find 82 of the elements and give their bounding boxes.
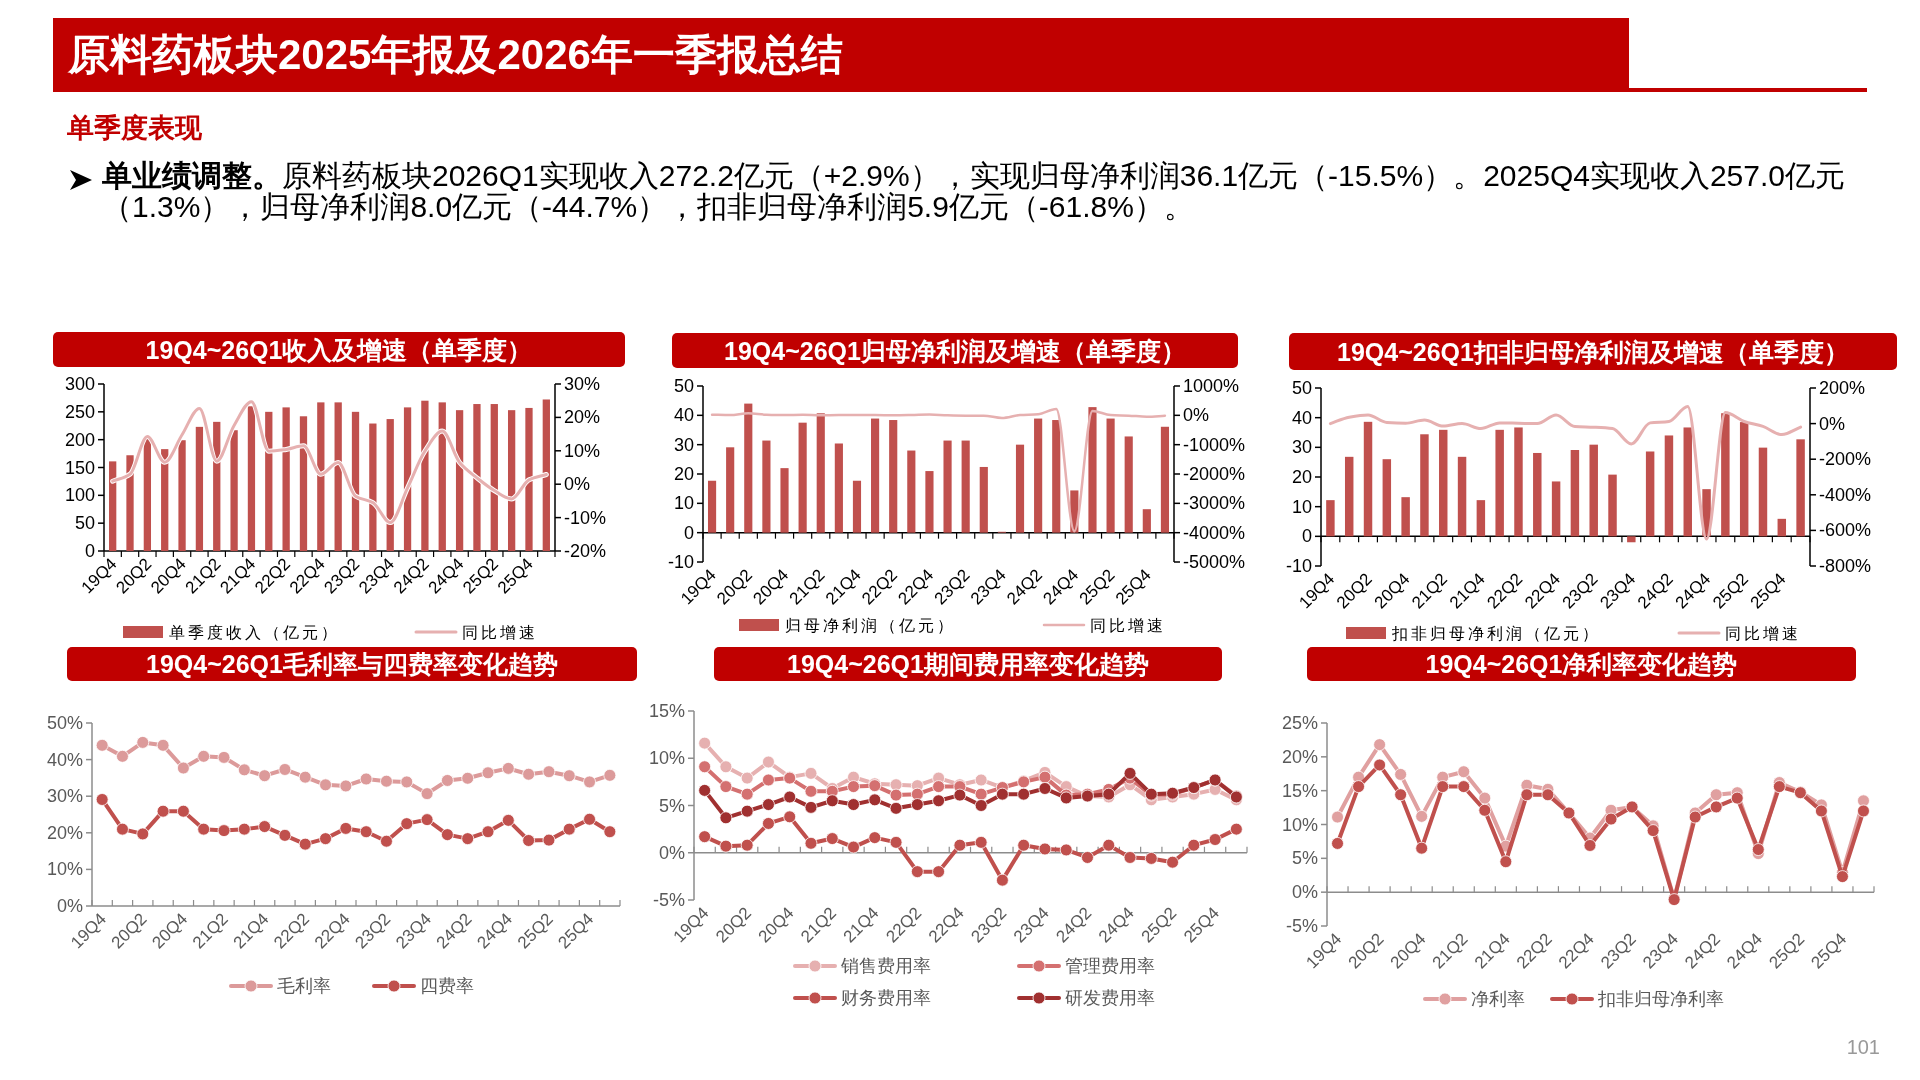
y-tick-label: -10 bbox=[1285, 556, 1312, 576]
text: 101 bbox=[1845, 1036, 1880, 1059]
y2-tick-label: 20% bbox=[564, 407, 601, 428]
legend-label: 单季度收入（亿元） bbox=[169, 623, 340, 641]
text: 单业绩调整。原料药板块2026Q1实现收入272.2亿元（+2.9%），实现归母净利润36.1亿元（-15.5%）。2025Q4实现收入257.0亿元（1.3%），归母净利润8.0亿元（-44.7%），扣非归母净利润5.9亿元（-61.8%）。 bbox=[102, 159, 1846, 223]
legend-label: 研发费用率 bbox=[1065, 988, 1155, 1008]
y2-tick-label: -200% bbox=[1819, 449, 1872, 470]
legend-label: 销售费用率 bbox=[840, 956, 931, 976]
y-tick-label: 40 bbox=[673, 405, 694, 426]
y-tick-label: 30% bbox=[46, 786, 83, 807]
text: 原料药板块2025年报及2026年一季报总结 bbox=[67, 31, 843, 78]
y2-tick-label: 30% bbox=[564, 374, 601, 394]
y-tick-label: -10 bbox=[667, 552, 694, 572]
legend-label: 净利率 bbox=[1471, 989, 1525, 1009]
y2-tick-label: 1000% bbox=[1183, 376, 1240, 396]
y-tick-label: 50 bbox=[1291, 378, 1312, 398]
y-tick-label: 250 bbox=[64, 401, 95, 422]
y-tick-label: 0 bbox=[1301, 526, 1312, 547]
y-tick-label: 300 bbox=[64, 374, 95, 394]
y2-tick-label: 0% bbox=[1183, 405, 1210, 426]
chart-title: 19Q4~26Q1净利率变化趋势 bbox=[1425, 650, 1738, 678]
y2-tick-label: -3000% bbox=[1183, 493, 1246, 514]
y-tick-label: 5% bbox=[658, 795, 685, 816]
legend-label: 同比增速 bbox=[1725, 624, 1801, 642]
y-tick-label: 20 bbox=[673, 464, 694, 484]
y-tick-label: 50 bbox=[74, 513, 95, 534]
y-tick-label: 0 bbox=[84, 541, 95, 561]
y-tick-label: 10% bbox=[46, 859, 83, 880]
legend-label: 扣非归母净利润（亿元） bbox=[1391, 624, 1601, 642]
y-tick-label: 50 bbox=[673, 376, 694, 396]
y2-tick-label: 200% bbox=[1819, 378, 1866, 398]
legend-label: 管理费用率 bbox=[1065, 956, 1155, 976]
y-tick-label: 0% bbox=[658, 842, 685, 863]
y-tick-label: -5% bbox=[1285, 916, 1318, 936]
y2-tick-label: -1000% bbox=[1183, 434, 1246, 455]
chart-title: 19Q4~26Q1期间费用率变化趋势 bbox=[787, 650, 1149, 678]
legend-label: 扣非归母净利率 bbox=[1597, 989, 1724, 1009]
y-tick-label: 25% bbox=[1281, 713, 1318, 733]
y2-tick-label: 0% bbox=[564, 474, 591, 495]
legend-label: 毛利率 bbox=[277, 976, 331, 996]
y-tick-label: 150 bbox=[64, 457, 95, 478]
legend-label: 四费率 bbox=[420, 976, 474, 996]
y-tick-label: 15% bbox=[1281, 780, 1318, 801]
y-tick-label: 40 bbox=[1291, 407, 1312, 428]
legend-label: 财务费用率 bbox=[841, 988, 931, 1008]
y-tick-label: -5% bbox=[652, 890, 685, 910]
y-tick-label: 0% bbox=[1291, 882, 1318, 903]
y-tick-label: 30 bbox=[673, 434, 694, 455]
text: 单季度表现 bbox=[66, 113, 203, 143]
chart-title: 19Q4~26Q1收入及增速（单季度） bbox=[145, 335, 533, 364]
y-tick-label: 30 bbox=[1291, 437, 1312, 458]
legend-label: 同比增速 bbox=[1090, 616, 1166, 634]
y-tick-label: 10 bbox=[1291, 496, 1312, 517]
y-tick-label: 20% bbox=[46, 822, 83, 843]
y-tick-label: 5% bbox=[1291, 848, 1318, 869]
legend-label: 归母净利润（亿元） bbox=[785, 616, 956, 634]
y-tick-label: 10 bbox=[673, 493, 694, 514]
y-tick-label: 15% bbox=[648, 701, 685, 721]
y2-tick-label: 10% bbox=[564, 440, 601, 461]
chart-title: 19Q4~26Q1归母净利润及增速（单季度） bbox=[724, 336, 1186, 365]
y-tick-label: 20% bbox=[1281, 746, 1318, 767]
chart-title: 19Q4~26Q1扣非归母净利润及增速（单季度） bbox=[1337, 337, 1849, 366]
y-tick-label: 0% bbox=[56, 896, 83, 916]
y2-tick-label: -20% bbox=[564, 541, 607, 561]
y-tick-label: 40% bbox=[46, 749, 83, 770]
y-tick-label: 0 bbox=[683, 522, 694, 543]
y2-tick-label: -4000% bbox=[1183, 522, 1246, 543]
y-tick-label: 20 bbox=[1291, 467, 1312, 487]
y2-tick-label: -600% bbox=[1819, 520, 1872, 541]
y2-tick-label: -800% bbox=[1819, 556, 1872, 576]
y-tick-label: 10% bbox=[1281, 814, 1318, 835]
y-tick-label: 10% bbox=[648, 748, 685, 769]
legend-label: 同比增速 bbox=[462, 623, 538, 641]
y2-tick-label: -5000% bbox=[1183, 552, 1246, 572]
y-tick-label: 200 bbox=[64, 429, 95, 450]
y2-tick-label: -400% bbox=[1819, 484, 1872, 505]
y2-tick-label: -10% bbox=[564, 507, 607, 528]
y-tick-label: 100 bbox=[64, 485, 95, 506]
y-tick-label: 50% bbox=[46, 713, 83, 733]
chart-title: 19Q4~26Q1毛利率与四费率变化趋势 bbox=[146, 650, 558, 678]
y2-tick-label: 0% bbox=[1819, 413, 1846, 434]
y2-tick-label: -2000% bbox=[1183, 464, 1246, 484]
